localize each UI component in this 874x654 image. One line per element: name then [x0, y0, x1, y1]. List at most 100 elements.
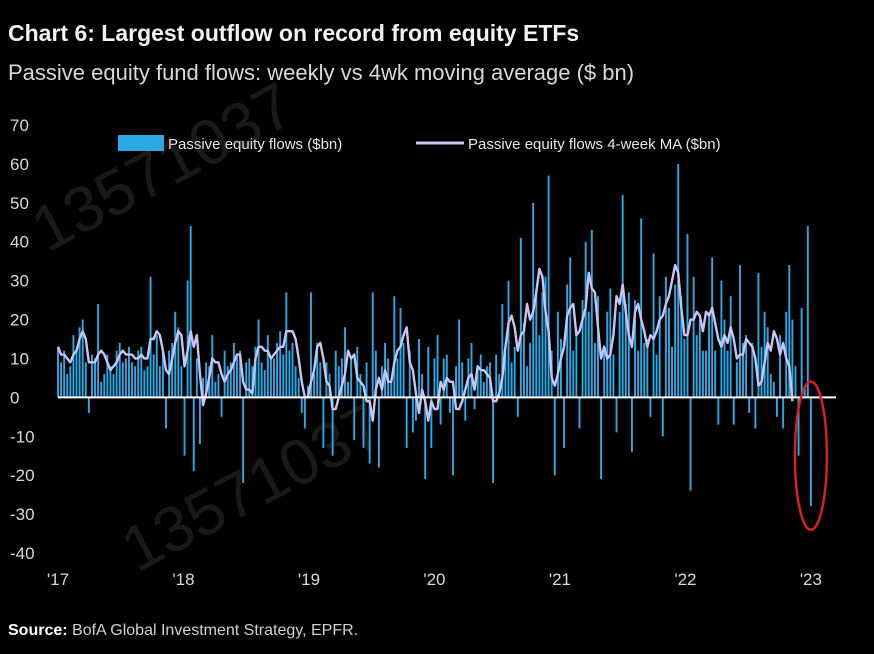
flow-bar — [519, 237, 522, 398]
y-tick-label: 10 — [10, 349, 29, 368]
flow-bar — [276, 342, 279, 398]
flow-bar — [313, 374, 316, 398]
flow-bar — [340, 358, 343, 398]
flow-bar — [668, 307, 670, 398]
flow-bar — [399, 307, 402, 398]
flow-bar — [615, 397, 618, 433]
flow-bar — [634, 300, 636, 398]
y-tick-label: -30 — [10, 505, 35, 524]
flow-bar — [671, 346, 673, 398]
flow-bar — [186, 280, 189, 398]
flow-bar — [155, 335, 158, 398]
flow-bar — [566, 284, 569, 398]
flow-bar — [112, 374, 115, 398]
x-tick-label: '20 — [423, 570, 445, 589]
flow-bar — [226, 366, 229, 398]
flow-bar — [390, 381, 393, 398]
flow-bar — [729, 296, 732, 398]
flow-bar — [334, 350, 337, 398]
flow-bar — [94, 358, 96, 398]
flow-bar — [350, 358, 353, 398]
flow-bar — [72, 335, 75, 398]
flow-bar — [245, 362, 248, 398]
flow-bar — [84, 362, 87, 398]
flow-bar — [556, 311, 559, 398]
chart-subtitle: Passive equity fund flows: weekly vs 4wk… — [8, 60, 635, 85]
flow-bar — [705, 350, 707, 398]
flow-bar — [772, 381, 775, 398]
flow-bar — [414, 397, 417, 421]
flow-bar — [776, 397, 778, 417]
x-tick-label: '19 — [298, 570, 320, 589]
flow-bar — [461, 362, 464, 398]
flow-bar — [532, 202, 535, 398]
flow-bar — [90, 354, 93, 398]
flow-bar — [158, 366, 161, 398]
flow-bar — [680, 296, 683, 398]
y-tick-label: -40 — [10, 544, 35, 563]
flow-bar — [273, 358, 275, 398]
flow-bar — [485, 366, 488, 398]
flow-bar — [603, 346, 606, 398]
flow-bar — [374, 350, 377, 398]
flow-bar — [504, 354, 507, 398]
flow-bar — [711, 257, 714, 398]
flow-bar — [569, 257, 572, 398]
flow-bar — [794, 366, 797, 398]
flow-bar — [501, 303, 504, 398]
flow-bar — [708, 311, 711, 398]
x-tick-label: '18 — [172, 570, 194, 589]
flow-bar — [803, 385, 806, 398]
flow-bar — [223, 350, 226, 398]
flow-bar — [285, 292, 288, 398]
flow-bar — [402, 342, 405, 398]
flow-bar — [683, 339, 686, 398]
flow-bar — [396, 358, 399, 398]
flow-bar — [655, 354, 658, 398]
flow-bar — [121, 362, 124, 398]
flow-bar — [427, 346, 430, 398]
flow-bar — [590, 230, 593, 398]
flow-bar — [291, 342, 294, 398]
flow-bar — [754, 397, 757, 429]
flow-bar — [640, 218, 643, 398]
flow-bar — [637, 350, 640, 398]
y-tick-label: 0 — [10, 388, 19, 407]
flow-bar — [411, 397, 414, 433]
flow-bar — [269, 358, 272, 398]
flow-bar — [433, 358, 436, 398]
flow-bar — [310, 292, 312, 398]
y-tick-label: 30 — [10, 272, 29, 291]
flow-bar — [695, 335, 698, 398]
flow-bar — [418, 339, 420, 398]
flow-bar — [124, 358, 127, 398]
x-tick-label: '23 — [800, 570, 822, 589]
flow-bar — [452, 397, 454, 476]
source-note: Source: BofA Global Investment Strategy,… — [8, 622, 358, 640]
flow-bar — [152, 354, 155, 398]
flow-bar — [735, 362, 738, 398]
y-tick-label: -10 — [10, 427, 35, 446]
flow-bar — [779, 335, 781, 398]
flow-bar — [572, 350, 575, 398]
flow-bar — [365, 362, 368, 398]
flow-bar — [87, 397, 90, 413]
flow-bar — [282, 354, 285, 398]
flow-bar — [698, 319, 701, 398]
flow-bar — [405, 397, 408, 448]
flow-bar — [75, 350, 78, 398]
flow-bar — [618, 311, 621, 398]
flow-bar — [424, 397, 427, 480]
flow-bar — [294, 366, 297, 398]
flow-bar — [788, 265, 791, 398]
flow-bar — [649, 397, 652, 417]
flow-bar — [97, 303, 100, 398]
bars-series — [57, 163, 812, 507]
y-tick-label: 50 — [10, 194, 29, 213]
flow-bar — [232, 342, 235, 398]
flow-bar — [408, 350, 411, 398]
flow-bar — [482, 381, 485, 398]
y-tick-label: 60 — [10, 155, 29, 174]
flow-bar — [165, 397, 167, 429]
flow-bar — [131, 362, 134, 398]
